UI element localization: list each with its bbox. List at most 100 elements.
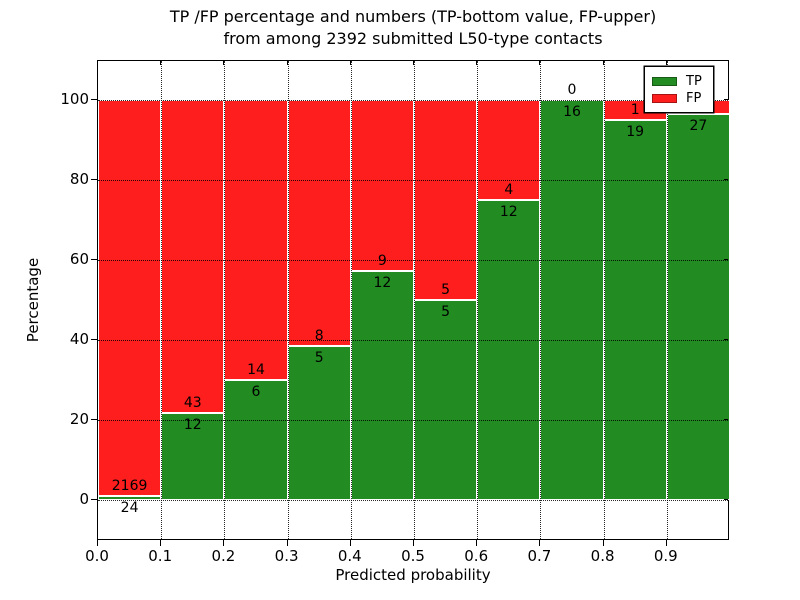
bar-segment-fp bbox=[287, 100, 351, 347]
x-tick-mark-top bbox=[602, 61, 604, 65]
y-tick-label: 40 bbox=[69, 330, 89, 348]
x-tick-mark bbox=[160, 540, 162, 546]
gridline-vertical bbox=[161, 61, 163, 539]
gridline-vertical bbox=[666, 61, 668, 539]
bar-segment-fp bbox=[350, 100, 414, 272]
legend-item: FP bbox=[652, 91, 706, 106]
x-tick-mark-top bbox=[413, 61, 414, 65]
gridline-vertical bbox=[224, 61, 226, 539]
legend-item-label: TP bbox=[686, 74, 702, 89]
x-tick-label: 0.2 bbox=[211, 547, 236, 565]
y-tick-mark bbox=[91, 339, 97, 340]
legend-box: TP FP bbox=[644, 66, 714, 113]
x-tick-mark-top bbox=[349, 61, 351, 65]
x-tick-mark-top bbox=[476, 61, 478, 65]
x-tick-label: 0.5 bbox=[401, 547, 425, 565]
x-axis-label: Predicted probability bbox=[335, 566, 491, 584]
x-tick-mark bbox=[602, 540, 604, 546]
tp-count-label: 16 bbox=[563, 104, 581, 120]
tp-count-label: 24 bbox=[120, 499, 139, 516]
gridline-vertical bbox=[350, 61, 352, 539]
tp-count-label: 12 bbox=[183, 416, 202, 433]
gridline-vertical bbox=[477, 61, 479, 539]
x-tick-mark bbox=[223, 540, 225, 546]
fp-count-label: 1 bbox=[630, 102, 640, 118]
x-tick-mark bbox=[476, 540, 478, 546]
bar-segment-tp bbox=[603, 120, 667, 500]
gridline-horizontal bbox=[98, 180, 728, 181]
y-tick-mark-right bbox=[724, 99, 728, 100]
fp-count-label: 9 bbox=[377, 253, 387, 270]
gridline-vertical bbox=[414, 61, 415, 539]
x-tick-label: 0.4 bbox=[337, 547, 362, 565]
y-tick-mark bbox=[91, 99, 97, 100]
fp-count-label: 8 bbox=[314, 328, 324, 345]
tp-count-label: 27 bbox=[689, 118, 708, 135]
tp-count-label: 6 bbox=[251, 384, 261, 400]
x-tick-mark bbox=[97, 540, 98, 546]
bar-segment-tp bbox=[477, 200, 541, 500]
tp-swatch-icon bbox=[652, 77, 677, 86]
x-tick-mark-top bbox=[223, 61, 225, 65]
fp-count-label: 43 bbox=[183, 394, 202, 411]
y-axis-label: Percentage bbox=[24, 257, 42, 343]
x-tick-mark bbox=[539, 540, 541, 546]
legend-item-label: FP bbox=[686, 91, 702, 106]
tp-count-label: 12 bbox=[373, 275, 392, 292]
x-tick-mark-top bbox=[286, 61, 288, 65]
fp-count-label: 4 bbox=[504, 182, 514, 198]
fp-count-label: 0 bbox=[567, 82, 577, 98]
x-tick-mark-top bbox=[665, 61, 667, 65]
gridline-vertical bbox=[603, 61, 605, 539]
bar-segment-fp bbox=[414, 100, 478, 300]
x-tick-label: 0.8 bbox=[590, 547, 615, 565]
fp-count-label: 5 bbox=[441, 282, 451, 298]
tp-count-label: 19 bbox=[626, 124, 645, 140]
gridline-horizontal bbox=[98, 260, 728, 261]
x-tick-label: 0.3 bbox=[274, 547, 299, 565]
fp-count-label: 14 bbox=[247, 362, 265, 378]
bar-segment-tp bbox=[414, 300, 478, 500]
y-tick-mark-right bbox=[724, 259, 728, 260]
y-tick-mark bbox=[91, 499, 97, 500]
fp-swatch-icon bbox=[652, 94, 677, 103]
x-tick-label: 0.9 bbox=[653, 547, 678, 565]
y-tick-label: 80 bbox=[69, 170, 89, 188]
bar-segment-fp bbox=[224, 100, 288, 380]
x-tick-label: 0.6 bbox=[464, 547, 489, 565]
legend-item: TP bbox=[652, 74, 706, 89]
tp-count-label: 5 bbox=[314, 350, 324, 367]
x-tick-mark-top bbox=[160, 61, 162, 65]
gridline-horizontal bbox=[98, 420, 728, 421]
x-tick-mark bbox=[286, 540, 288, 546]
bar-segment-tp bbox=[98, 495, 162, 500]
tp-count-label: 5 bbox=[441, 304, 451, 320]
bar-segment-tp bbox=[161, 412, 225, 500]
x-tick-mark-top bbox=[539, 61, 541, 65]
tp-count-label: 12 bbox=[499, 204, 518, 220]
y-tick-label: 0 bbox=[79, 490, 89, 508]
y-tick-mark-right bbox=[724, 339, 728, 340]
gridline-horizontal bbox=[98, 100, 728, 101]
bar-segment-tp bbox=[540, 100, 604, 500]
gridline-vertical bbox=[287, 61, 289, 539]
y-tick-label: 20 bbox=[69, 410, 89, 428]
y-tick-mark bbox=[91, 259, 97, 260]
bar-segment-tp bbox=[350, 271, 414, 500]
plot-area: 21692443121468591255412016119127 bbox=[97, 60, 730, 540]
x-tick-label: 0.1 bbox=[148, 547, 173, 565]
x-tick-mark bbox=[665, 540, 667, 546]
x-tick-mark bbox=[413, 540, 414, 546]
bar-segment-tp bbox=[287, 346, 351, 500]
chart-title-line2: from among 2392 submitted L50-type conta… bbox=[223, 29, 603, 48]
bar-segment-tp bbox=[666, 114, 730, 500]
chart-title-line1: TP /FP percentage and numbers (TP-bottom… bbox=[169, 7, 657, 26]
gridline-horizontal bbox=[98, 340, 728, 341]
bar-segment-fp bbox=[98, 100, 162, 496]
y-tick-label: 100 bbox=[60, 90, 89, 108]
y-tick-label: 60 bbox=[69, 250, 89, 268]
gridline-vertical bbox=[540, 61, 542, 539]
y-tick-mark-right bbox=[724, 499, 728, 500]
gridline-horizontal bbox=[98, 500, 728, 501]
